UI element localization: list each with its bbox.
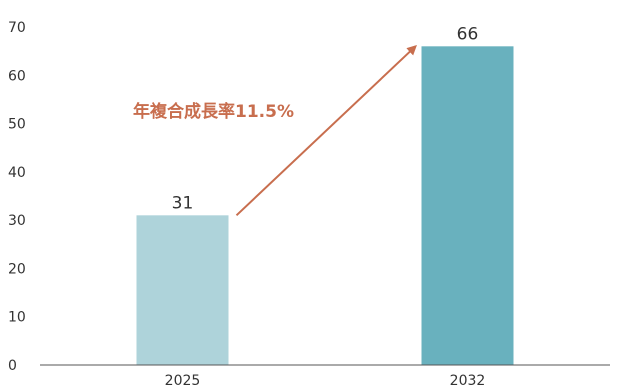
growth-arrow (235, 44, 417, 217)
data-label-2025: 31 (172, 193, 194, 213)
y-axis-ticks: 0 10 20 30 40 50 60 70 (8, 20, 26, 374)
y-tick-label: 60 (8, 68, 26, 84)
y-tick-label: 50 (8, 117, 26, 133)
y-tick-label: 20 (8, 261, 26, 277)
y-tick-label: 30 (8, 213, 26, 229)
bar-2032 (421, 46, 514, 366)
y-tick-label: 10 (8, 310, 26, 326)
y-tick-label: 70 (8, 20, 26, 36)
x-tick-label-2032: 2032 (450, 373, 486, 387)
x-axis-ticks: 2025 2032 (165, 373, 486, 387)
x-tick-label-2025: 2025 (165, 373, 201, 387)
bars (136, 46, 514, 366)
y-tick-label: 0 (8, 358, 17, 374)
y-tick-label: 40 (8, 165, 26, 181)
bar-2025 (136, 215, 229, 365)
growth-rate-annotation: 年複合成長率11.5% (133, 101, 294, 122)
data-label-2032: 66 (457, 24, 479, 44)
data-labels: 31 66 (172, 24, 479, 213)
